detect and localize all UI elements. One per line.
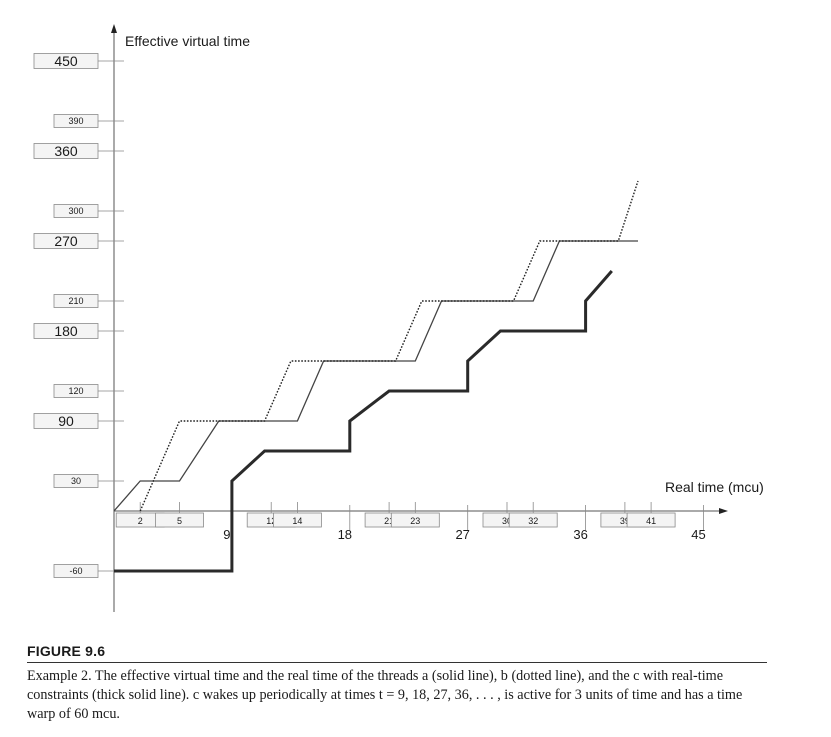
y-tick-box — [33, 233, 99, 249]
x-tick-label: 5 — [177, 516, 182, 526]
y-tick-label: 180 — [54, 323, 78, 339]
x-tick-box — [390, 512, 440, 528]
x-tick-box — [626, 512, 676, 528]
y-tick-box — [53, 384, 99, 398]
x-tick-box — [272, 512, 322, 528]
y-tick-label: 90 — [58, 413, 74, 429]
x-major-tick-label: 9 — [223, 527, 230, 542]
x-major-tick-label: 27 — [455, 527, 469, 542]
chart: Effective virtual time Real time (mcu) 4… — [33, 24, 764, 612]
figure-text: Example 2. The effective virtual time an… — [27, 668, 743, 722]
y-tick-label: 450 — [54, 53, 78, 69]
y-tick-box — [33, 53, 99, 69]
y-tick-box — [53, 114, 99, 128]
y-tick-box — [53, 294, 99, 308]
y-axis-arrow — [111, 24, 117, 33]
y-tick-label: 360 — [54, 143, 78, 159]
x-tick-label: 23 — [410, 516, 420, 526]
series-line-dotted — [139, 180, 639, 512]
figure-caption: FIGURE 9.6 Example 2. The effective virt… — [27, 643, 767, 724]
y-tick-label: -60 — [69, 566, 82, 576]
series-line-solid — [113, 240, 638, 512]
x-tick-label: 41 — [646, 516, 656, 526]
y-ticks: 450 390 360 300 270 210 180 120 90 30 -60 — [33, 53, 124, 578]
x-tick-label: 12 — [266, 516, 276, 526]
y-tick-box — [53, 204, 99, 218]
y-tick-box — [33, 413, 99, 429]
x-major-tick-label: 36 — [573, 527, 587, 542]
x-tick-label: 30 — [502, 516, 512, 526]
y-tick-label: 30 — [71, 476, 81, 486]
y-tick-box — [33, 323, 99, 339]
x-ticks: 2 5 12 14 21 23 30 32 39 41 9 18 27 36 45 — [115, 502, 706, 542]
x-major-tick-label: 18 — [338, 527, 352, 542]
figure-label: FIGURE 9.6 — [27, 643, 767, 663]
y-tick-box — [33, 143, 99, 159]
x-tick-box — [508, 512, 558, 528]
x-tick-label: 39 — [620, 516, 630, 526]
y-tick-label: 270 — [54, 233, 78, 249]
x-tick-label: 14 — [292, 516, 302, 526]
x-tick-label: 2 — [138, 516, 143, 526]
x-tick-label: 21 — [384, 516, 394, 526]
series-line-thick — [114, 270, 613, 573]
y-tick-label: 210 — [68, 296, 83, 306]
y-tick-label: 390 — [68, 116, 83, 126]
y-tick-label: 120 — [68, 386, 83, 396]
x-axis-label: Real time (mcu) — [665, 479, 764, 495]
x-major-tick-label: 45 — [691, 527, 705, 542]
y-tick-box — [53, 474, 99, 488]
x-axis-arrow — [719, 508, 728, 514]
x-tick-label: 32 — [528, 516, 538, 526]
y-axis-label: Effective virtual time — [125, 33, 250, 49]
y-tick-label: 300 — [68, 206, 83, 216]
series-group — [113, 180, 639, 573]
x-tick-box — [155, 512, 204, 528]
y-tick-box — [53, 564, 99, 578]
